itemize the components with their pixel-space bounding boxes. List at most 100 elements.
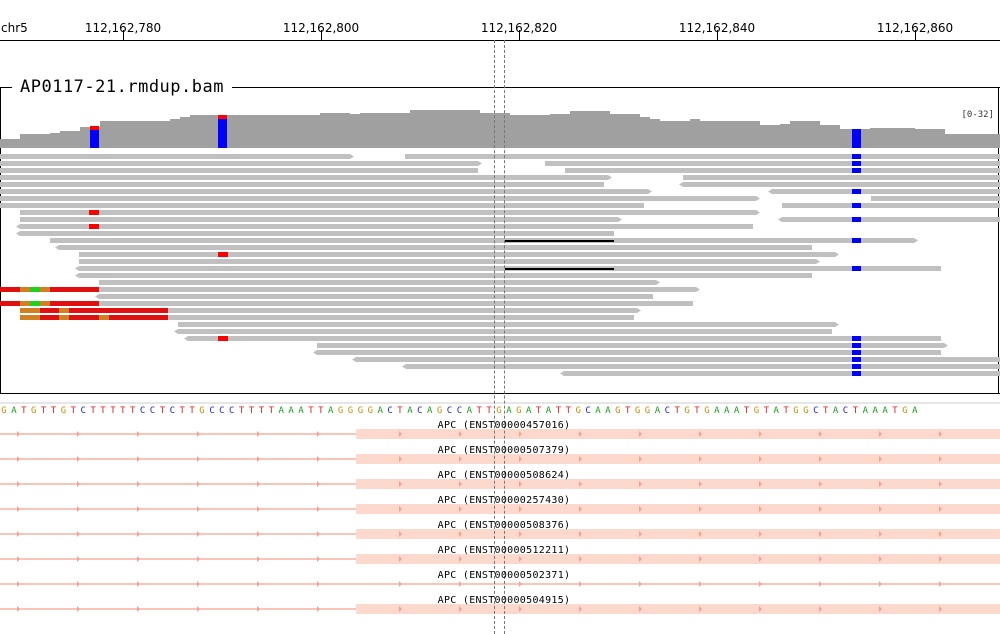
ruler-tick [915,30,916,40]
sequence-base: C [813,406,818,416]
sequence-base: C [80,406,85,416]
mismatch-base [852,357,861,362]
feature-exon [356,529,1000,539]
feature-strand-arrow [399,531,402,537]
read-direction-arrow [478,161,482,166]
feature-strand-arrow [819,606,822,612]
feature-strand-arrow [459,531,462,537]
sequence-base: A [298,406,304,416]
ruler-tick [717,30,718,40]
feature-strand-arrow [137,456,140,462]
coverage-mismatch-bar [90,129,99,148]
feature-strand-arrow [819,481,822,487]
coverage-bar [180,117,190,148]
gene-track[interactable] [0,429,1000,614]
feature-strand-arrow [519,581,522,587]
ruler-tick-label: 112,162,820 [480,21,558,35]
sequence-base: C [843,406,848,416]
feature-strand-arrow [759,531,762,537]
feature-strand-arrow [759,481,762,487]
track-name[interactable]: AP0117-21.rmdup.bam [12,77,232,97]
read [871,196,1000,201]
sequence-base: G [437,406,442,416]
sequence-base: G [645,406,650,416]
coverage-bar [550,114,570,148]
read-direction-arrow [618,217,622,222]
soft-clip [20,315,40,320]
read [356,357,1000,362]
feature-strand-arrow [399,456,402,462]
coverage-bar [410,110,480,148]
genome-ruler[interactable]: chr5 112,162,780 112,162,800 112,162,820… [0,0,1000,41]
feature-strand-arrow [197,606,200,612]
feature-strand-arrow [879,531,882,537]
feature-strand-arrow [819,456,822,462]
feature-label[interactable]: APC (ENST00000507379) [437,445,571,456]
sequence-base: T [269,406,275,416]
read [20,217,618,222]
feature-strand-arrow [257,481,260,487]
coverage-mismatch-bar [218,115,227,119]
feature-label[interactable]: APC (ENST00000502371) [437,570,571,581]
feature-exon [356,504,1000,514]
feature-label[interactable]: APC (ENST00000508376) [437,520,571,531]
read-direction-arrow [313,350,317,355]
read [168,315,634,320]
alignment-panel[interactable] [0,87,1000,394]
sequence-base: G [902,406,907,416]
read [405,154,1000,159]
sequence-base: C [209,406,214,416]
feature-strand-arrow [257,506,260,512]
coverage-bar [360,113,410,148]
feature-strand-arrow [197,506,200,512]
read-direction-arrow [184,336,188,341]
feature-strand-arrow [759,506,762,512]
sequence-base: T [486,406,492,416]
center-guide-line [504,40,505,634]
read-direction-arrow [756,196,760,201]
mismatch-base [852,168,861,173]
coverage-bar [790,121,820,148]
feature-strand-arrow [17,581,20,587]
feature-strand-arrow [579,456,582,462]
feature-label[interactable]: APC (ENST00000257430) [437,495,571,506]
feature-label[interactable]: APC (ENST00000508624) [437,470,571,481]
coverage-bar [570,111,610,148]
feature-strand-arrow [759,556,762,562]
sequence-base: A [605,406,611,416]
feature-strand-arrow [939,556,942,562]
ruler-tick [519,30,520,40]
coverage-track[interactable] [0,110,1000,148]
feature-strand-arrow [17,506,20,512]
feature-label[interactable]: APC (ENST00000504915) [437,595,571,606]
sequence-base: A [872,406,878,416]
coverage-mismatch-bar [90,126,99,130]
feature-strand-arrow [137,431,140,437]
sequence-base: A [863,406,869,416]
sequence-base: T [41,406,47,416]
feature-label[interactable]: APC (ENST00000457016) [437,420,571,431]
feature-strand-arrow [699,531,702,537]
feature-label[interactable]: APC (ENST00000512211) [437,545,571,556]
coverage-bar [20,134,50,148]
read [188,336,941,341]
read-direction-arrow [768,189,772,194]
read [20,224,753,229]
sequence-base: G [803,406,808,416]
feature-strand-arrow [879,431,882,437]
sequence-base: A [278,406,284,416]
feature-strand-arrow [459,581,462,587]
sequence-base: T [318,406,324,416]
reads-track[interactable] [0,154,1000,376]
sequence-base: T [566,406,572,416]
feature-strand-arrow [317,556,320,562]
ruler-tick-label: 112,162,780 [84,21,162,35]
soft-clip [20,308,168,313]
feature-strand-arrow [257,606,260,612]
sequence-base: C [387,406,392,416]
feature-strand-arrow [197,481,200,487]
read [782,217,1000,222]
read [99,301,693,306]
